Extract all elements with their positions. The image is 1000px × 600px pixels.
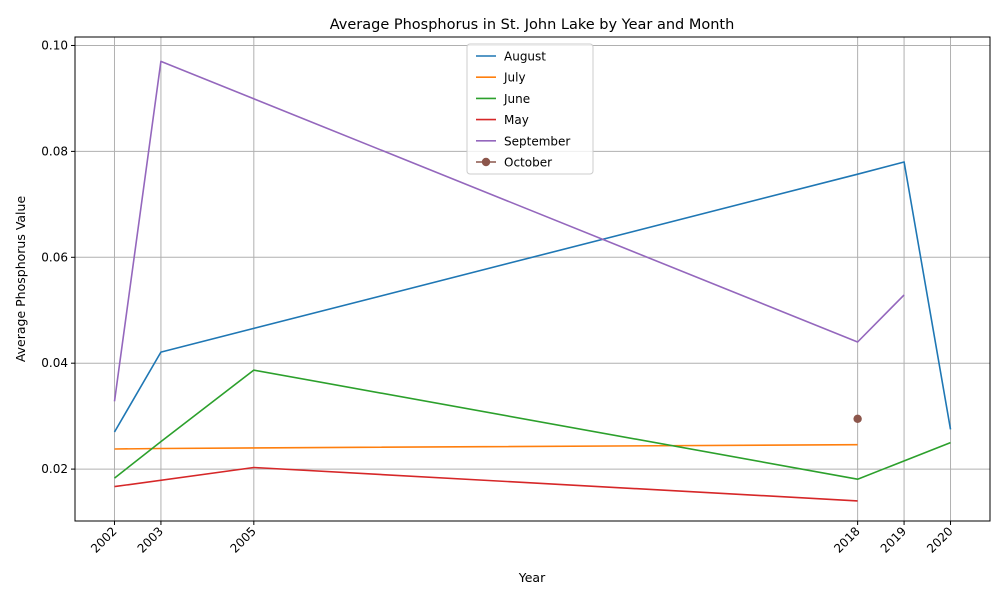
- legend-marker-october: [481, 157, 491, 167]
- series-line-may: [114, 466, 858, 502]
- y-tick-label: 0.08: [41, 144, 68, 158]
- series-lines: [113, 60, 952, 502]
- legend-label-may: May: [504, 113, 529, 127]
- y-axis-label: Average Phosphorus Value: [13, 196, 28, 363]
- y-tick-label: 0.04: [41, 356, 68, 370]
- legend-label-july: July: [503, 71, 526, 85]
- legend-label-september: September: [504, 134, 570, 148]
- y-tick-label: 0.06: [41, 250, 68, 264]
- data-point-october: [853, 414, 862, 423]
- series-line-september: [113, 60, 905, 402]
- legend-label-october: October: [504, 156, 552, 170]
- legend-label-june: June: [503, 92, 530, 106]
- series-line-june: [114, 369, 951, 481]
- legend-label-august: August: [504, 50, 546, 64]
- x-axis-label: Year: [518, 570, 546, 585]
- series-line-july: [114, 443, 858, 450]
- legend-box: [466, 43, 594, 175]
- series-line-august: [113, 161, 952, 433]
- y-tick-label: 0.02: [41, 462, 68, 476]
- chart-title: Average Phosphorus in St. John Lake by Y…: [330, 17, 735, 33]
- legend: August July June May September October: [466, 43, 594, 175]
- plot-frame: [74, 36, 991, 522]
- y-tick-label: 0.10: [41, 38, 68, 52]
